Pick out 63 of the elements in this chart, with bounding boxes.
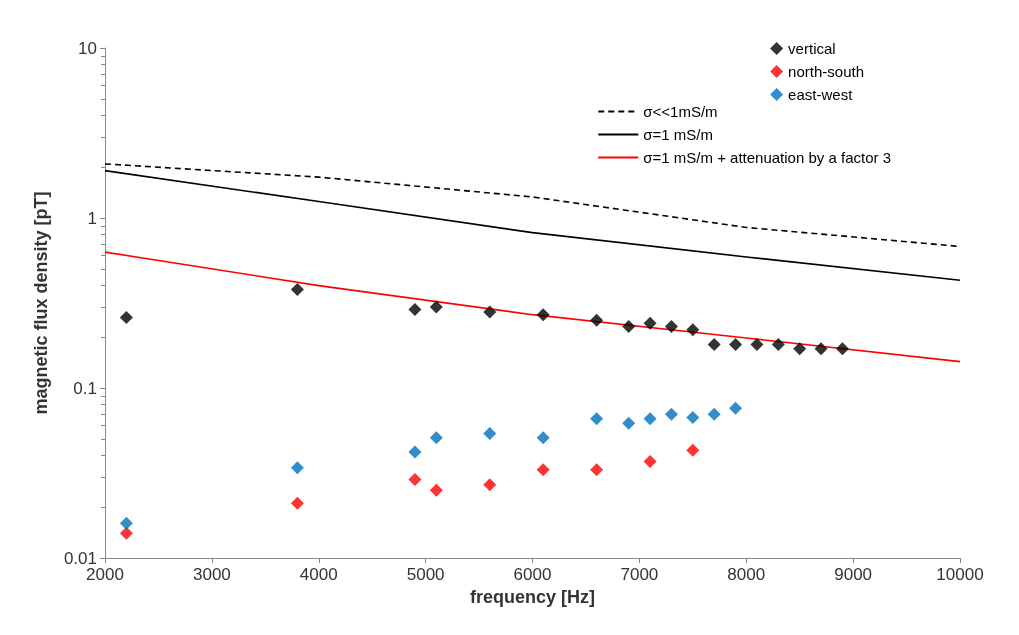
point: [707, 407, 721, 421]
line-series: [104, 169, 961, 282]
legend-label: east-west: [788, 86, 854, 103]
point: [643, 412, 657, 426]
legend-label: σ=1 mS/m: [643, 126, 713, 143]
legend-label: vertical: [788, 40, 836, 57]
point: [707, 338, 721, 352]
y-tick-label: 0.01: [63, 548, 97, 568]
point: [429, 483, 443, 497]
point: [835, 342, 849, 356]
point: [483, 305, 497, 319]
x-tick-label: 7000: [620, 565, 659, 584]
x-tick-label: 3000: [192, 565, 231, 584]
legend-label: σ<<1mS/m: [643, 103, 718, 120]
point: [664, 407, 678, 421]
point: [729, 338, 743, 352]
point: [119, 310, 133, 324]
y-tick-label: 0.1: [73, 378, 97, 398]
point: [729, 401, 743, 415]
point: [771, 338, 785, 352]
point: [622, 320, 636, 334]
point: [119, 526, 133, 540]
point: [536, 308, 550, 322]
y-axis-title: magnetic flux density [pT]: [31, 191, 51, 415]
x-tick-label: 2000: [86, 565, 124, 584]
x-tick-label: 4000: [299, 565, 338, 584]
point: [119, 516, 133, 530]
point: [483, 478, 497, 492]
point: [643, 454, 657, 468]
point: [590, 313, 604, 327]
y-tick-label: 1: [87, 208, 97, 228]
point: [643, 316, 657, 330]
point: [686, 411, 700, 425]
point: [408, 445, 422, 459]
x-axis-title: frequency [Hz]: [469, 587, 596, 607]
point: [814, 342, 828, 356]
x-tick-label: 8000: [727, 565, 766, 584]
point: [686, 443, 700, 457]
legend-label: north-south: [788, 63, 865, 80]
point: [290, 461, 304, 475]
point: [686, 323, 700, 337]
x-tick-label: 5000: [406, 565, 445, 584]
point: [536, 431, 550, 445]
point: [750, 338, 764, 352]
x-tick-label: 9000: [834, 565, 873, 584]
legend-label: σ=1 mS/m + attenuation by a factor 3: [643, 149, 892, 166]
y-tick-label: 10: [78, 38, 97, 58]
point: [290, 282, 304, 296]
point: [290, 496, 304, 510]
point: [590, 412, 604, 426]
point: [664, 320, 678, 334]
line-series: [104, 251, 961, 363]
point: [408, 302, 422, 316]
point: [483, 426, 497, 440]
point: [622, 416, 636, 430]
point: [429, 431, 443, 445]
x-tick-label: 6000: [513, 565, 552, 584]
point: [429, 300, 443, 314]
point: [793, 342, 807, 356]
x-tick-label: 10000: [936, 565, 984, 584]
point: [536, 463, 550, 477]
point: [408, 472, 422, 486]
point: [590, 463, 604, 477]
